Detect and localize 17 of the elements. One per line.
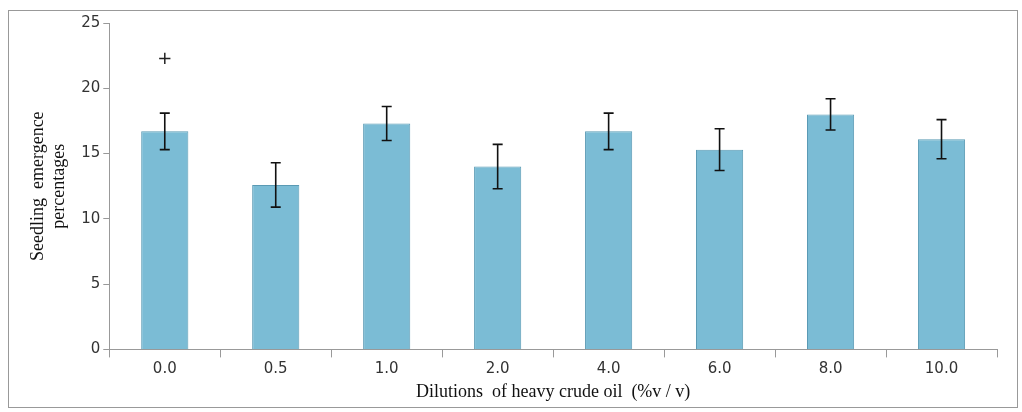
y-tick-label: 5 — [90, 274, 101, 293]
y-tick-label: 25 — [81, 12, 101, 31]
x-tick-label: 1.0 — [374, 359, 399, 378]
x-tick-label: 0.5 — [263, 359, 288, 378]
annotation: + — [157, 46, 173, 68]
x-tick-label: 8.0 — [818, 359, 843, 378]
x-axis-title: Dilutions of heavy crude oil (%v / v) — [415, 380, 691, 402]
x-tick-label: 2.0 — [485, 359, 510, 378]
x-tick-label: 4.0 — [596, 359, 621, 378]
x-tick-label: 0.0 — [152, 359, 177, 378]
y-tick-label: 20 — [81, 78, 101, 97]
x-tick-label: 10.0 — [924, 359, 959, 378]
y-tick-label: 10 — [81, 208, 101, 227]
y-axis-title: Seedling emergence percentages — [26, 111, 69, 261]
x-tick-label: 6.0 — [707, 359, 732, 378]
y-tick-label: 0 — [90, 339, 101, 358]
y-tick-label: 15 — [81, 143, 101, 162]
